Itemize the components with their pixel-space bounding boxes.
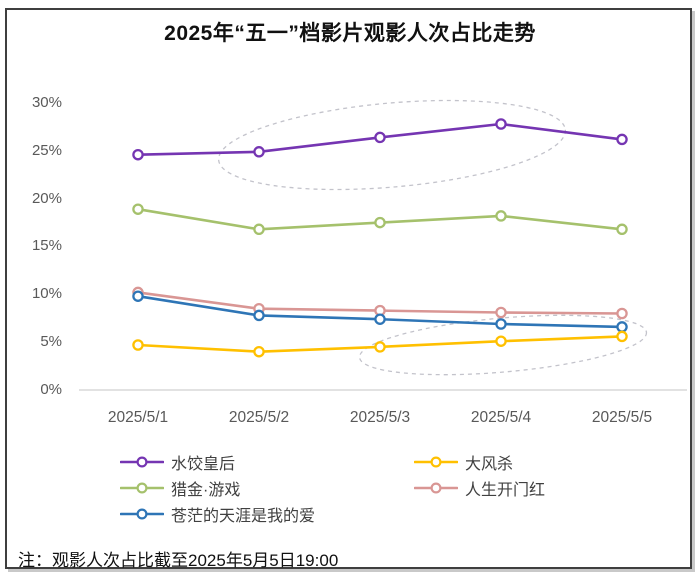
legend-marker-icon <box>414 482 458 494</box>
series-marker-0 <box>132 148 144 161</box>
series-marker-0 <box>374 131 386 144</box>
y-axis-tick-label: 25% <box>31 141 62 159</box>
legend-marker-icon <box>120 456 164 468</box>
series-marker-3 <box>495 306 507 319</box>
series-marker-0 <box>616 133 628 146</box>
legend-item-2: 猎金·游戏 <box>120 476 240 500</box>
chart-title: 2025年“五一”档影片观影人次占比走势 <box>164 22 536 45</box>
legend-marker-icon <box>414 456 458 468</box>
series-marker-2 <box>374 216 386 229</box>
series-marker-4 <box>253 309 265 322</box>
y-axis-tick-label: 10% <box>31 285 62 303</box>
series-marker-1 <box>132 339 144 351</box>
highlight-ellipse-top <box>217 99 567 191</box>
legend-item-1: 大风杀 <box>414 450 513 474</box>
series-marker-1 <box>374 341 386 353</box>
legend-label: 人生开门红 <box>465 482 546 499</box>
series-marker-4 <box>132 290 144 302</box>
series-marker-0 <box>495 118 507 130</box>
legend-label: 大风杀 <box>465 456 514 473</box>
legend-item-4: 苍茫的天涯是我的爱 <box>120 502 315 526</box>
series-marker-1 <box>495 335 507 347</box>
x-axis-tick-label: 2025/5/1 <box>107 409 169 426</box>
series-marker-4 <box>374 313 386 325</box>
y-axis-tick-label: 20% <box>31 189 62 207</box>
series-marker-0 <box>253 146 265 158</box>
series-marker-2 <box>616 223 628 236</box>
chart-frame <box>5 8 692 569</box>
legend-item-0: 水饺皇后 <box>120 450 235 474</box>
legend-label: 苍茫的天涯是我的爱 <box>171 508 316 525</box>
series-marker-4 <box>616 321 628 333</box>
series-marker-2 <box>495 210 507 222</box>
x-axis-tick-label: 2025/5/4 <box>470 409 532 426</box>
series-marker-3 <box>616 307 628 320</box>
x-axis-tick-label: 2025/5/5 <box>591 409 653 426</box>
legend-marker-icon <box>120 508 164 520</box>
series-marker-1 <box>253 345 265 358</box>
series-marker-4 <box>495 318 507 330</box>
series-marker-2 <box>253 223 265 236</box>
series-marker-2 <box>132 203 144 215</box>
x-axis-tick-label: 2025/5/3 <box>349 409 411 426</box>
legend-item-3: 人生开门红 <box>414 476 545 500</box>
y-axis-tick-label: 5% <box>40 333 62 351</box>
series-marker-1 <box>616 330 628 343</box>
footnote: 注：观影人次占比截至2025年5月5日19:00 <box>18 551 339 570</box>
legend-label: 猎金·游戏 <box>171 482 241 499</box>
legend-marker-icon <box>120 482 164 494</box>
y-axis-tick-label: 30% <box>31 93 62 111</box>
y-axis-tick-label: 0% <box>40 381 62 398</box>
x-axis-tick-label: 2025/5/2 <box>228 409 290 426</box>
legend-label: 水饺皇后 <box>171 456 236 473</box>
y-axis-tick-label: 15% <box>31 237 62 255</box>
